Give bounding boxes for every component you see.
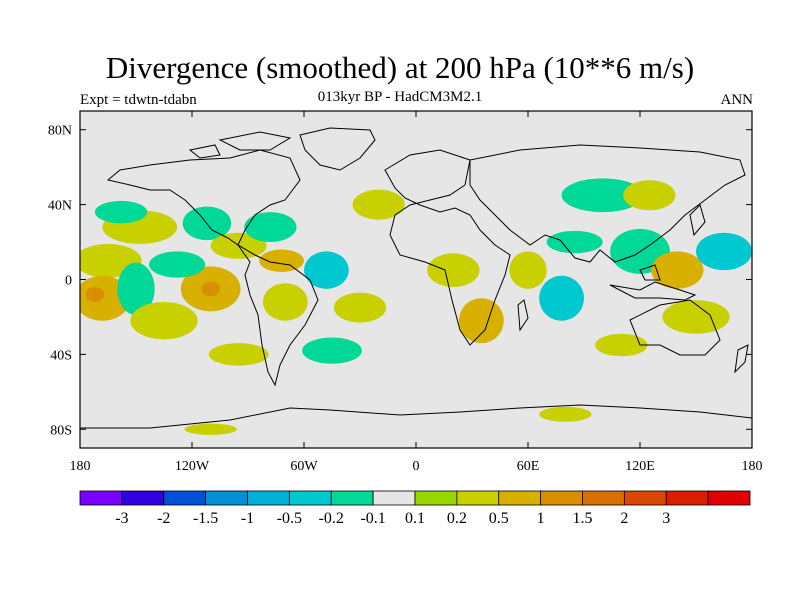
divergence-patch xyxy=(201,281,221,297)
colorbar-swatch xyxy=(623,490,667,506)
divergence-patch xyxy=(302,337,362,364)
coastline-new-zealand xyxy=(734,344,749,374)
colorbar-label: 3 xyxy=(662,510,670,527)
divergence-patch xyxy=(117,262,155,316)
divergence-patch xyxy=(546,230,603,254)
season-label: ANN xyxy=(720,92,754,108)
lon-tick-label: 120W xyxy=(175,459,210,474)
divergence-patch xyxy=(561,178,644,213)
lon-tick-label: 0 xyxy=(413,459,420,474)
divergence-field xyxy=(80,178,752,435)
divergence-patch xyxy=(130,301,198,340)
lat-tick-label: 80N xyxy=(48,124,72,139)
divergence-patch xyxy=(595,333,648,357)
divergence-patch xyxy=(696,232,752,271)
colorbar-swatch xyxy=(540,490,583,506)
colorbar-label: -0.1 xyxy=(360,510,385,527)
divergence-patch xyxy=(651,251,704,289)
coastline-north-america xyxy=(106,149,301,246)
divergence-patch xyxy=(94,200,148,224)
colorbar-swatch xyxy=(707,490,751,506)
divergence-patch xyxy=(458,298,504,344)
lat-tick-label: 0 xyxy=(65,274,72,289)
divergence-patch xyxy=(304,251,349,289)
colorbar-swatch xyxy=(163,490,207,506)
colorbar-label: -0.2 xyxy=(319,510,344,527)
divergence-patch xyxy=(539,406,592,422)
divergence-patch xyxy=(149,251,206,278)
coastline-greenland xyxy=(299,127,376,171)
divergence-patch xyxy=(539,275,584,321)
colorbar-swatch xyxy=(665,490,709,506)
colorbar-label: -1 xyxy=(241,510,254,527)
coastline-madagascar xyxy=(517,299,529,332)
colorbar-label: 2 xyxy=(620,510,628,527)
divergence-patch xyxy=(623,180,676,211)
colorbar-label: 1.5 xyxy=(573,510,593,527)
colorbar-swatch xyxy=(330,490,374,506)
colorbar-label: -3 xyxy=(115,510,128,527)
divergence-patch xyxy=(333,292,387,323)
divergence-patch xyxy=(352,189,405,220)
lat-tick-label: 80S xyxy=(50,423,72,438)
colorbar-swatch xyxy=(456,490,500,506)
colorbar-label: -1.5 xyxy=(193,510,218,527)
lon-tick-label: 180 xyxy=(742,459,763,474)
chart-title: Divergence (smoothed) at 200 hPa (10**6 … xyxy=(105,50,695,85)
divergence-patch xyxy=(184,423,237,435)
colorbar-label: 0.1 xyxy=(405,510,425,527)
colorbar-label: -2 xyxy=(157,510,170,527)
lat-tick-label: 40N xyxy=(48,199,72,214)
lon-tick-label: 60W xyxy=(290,459,318,474)
colorbar-swatch xyxy=(498,490,542,506)
lon-tick-label: 60E xyxy=(517,459,540,474)
chart-subtitle: 013kyr BP - HadCM3M2.1 xyxy=(317,89,483,105)
divergence-patch xyxy=(662,300,730,334)
lon-tick-label: 120E xyxy=(625,459,655,474)
colorbar-swatch xyxy=(372,490,416,506)
divergence-patch xyxy=(259,249,304,273)
coastline-asia xyxy=(469,144,746,263)
colorbar-label: 1 xyxy=(537,510,545,527)
colorbar-swatch xyxy=(205,490,248,506)
coastline-australia xyxy=(629,299,721,356)
divergence-patch xyxy=(85,286,105,302)
colorbar: -3 -2 -1.5 -1 -0.5 -0.2 -0.1 0.1 0.2 0.5 1 1.5 2 3 xyxy=(79,490,751,527)
experiment-label: Expt = tdwtn-tdabn xyxy=(80,92,197,108)
coastline-africa-europe xyxy=(384,149,511,346)
colorbar-swatch xyxy=(288,490,332,506)
divergence-patch xyxy=(208,343,269,366)
divergence-patch xyxy=(509,251,547,289)
coastline-japan xyxy=(689,204,706,237)
divergence-patch xyxy=(427,253,480,287)
colorbar-swatch xyxy=(414,490,458,506)
colorbar-swatch xyxy=(582,490,625,506)
coastline-arctic-islands xyxy=(188,131,292,159)
colorbar-label: -0.5 xyxy=(277,510,302,527)
coastline-antarctica xyxy=(80,404,752,429)
colorbar-label: 0.5 xyxy=(489,510,509,527)
colorbar-label: 0.2 xyxy=(447,510,467,527)
colorbar-swatch xyxy=(79,490,123,506)
colorbar-swatch xyxy=(121,490,165,506)
axis-ticks: 80N 40N 0 40S 80S 180 120W 60W 0 60E 120E 180 xyxy=(48,111,763,474)
coastline-south-america xyxy=(237,244,319,387)
lat-tick-label: 40S xyxy=(50,348,72,363)
divergence-patch xyxy=(262,283,308,321)
divergence-patch xyxy=(244,212,297,243)
colorbar-swatch xyxy=(247,490,290,506)
lon-tick-label: 180 xyxy=(70,459,91,474)
coastlines xyxy=(80,127,752,429)
coastline-indonesia xyxy=(609,264,697,301)
